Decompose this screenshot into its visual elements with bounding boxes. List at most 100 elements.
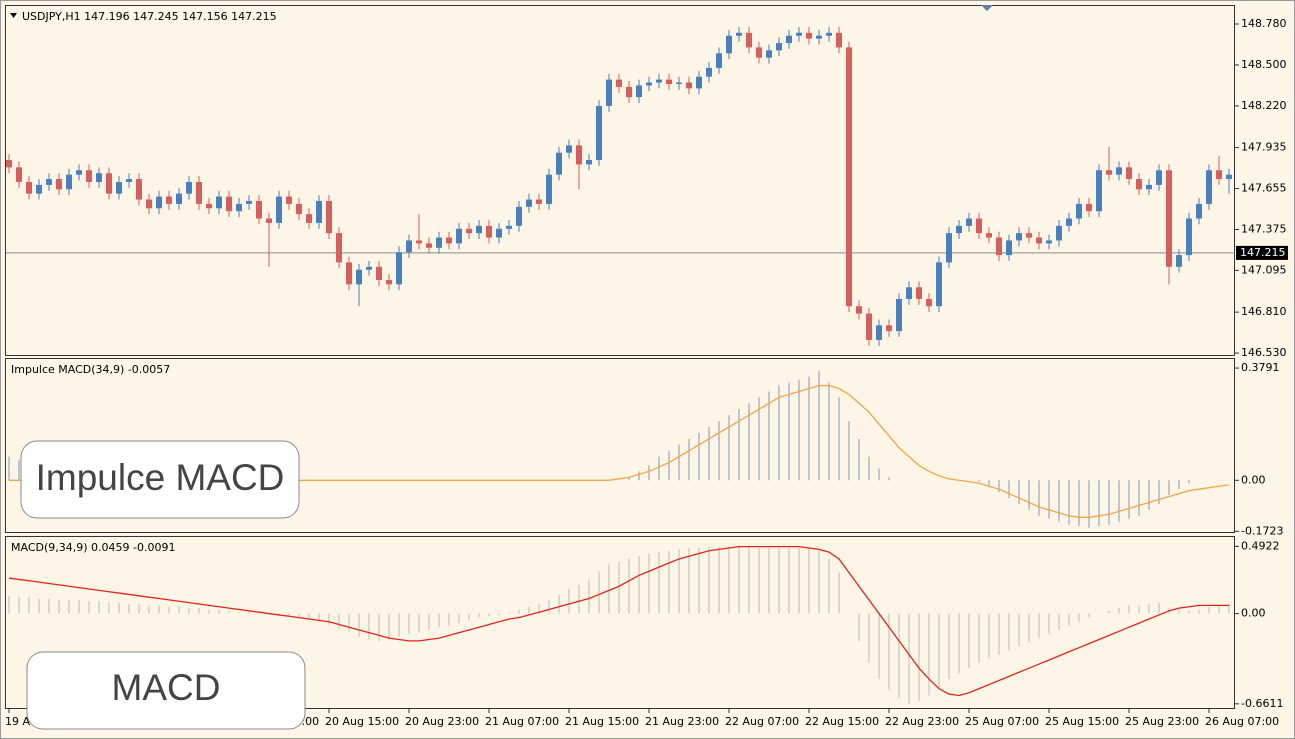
candle-body [556, 152, 562, 175]
current-price-box [1236, 245, 1288, 260]
candle-body [36, 184, 42, 194]
candle-body [1066, 218, 1072, 226]
candle-body [776, 43, 782, 51]
candle-body [536, 199, 542, 204]
candle-body [1086, 203, 1092, 212]
candle-body [486, 225, 492, 238]
y-tick-label: 0.00 [1241, 607, 1266, 620]
candle-body [356, 269, 362, 285]
candle-body [196, 181, 202, 204]
candle-body [816, 35, 822, 39]
candle-body [906, 287, 912, 299]
y-tick-label: 148.500 [1241, 58, 1287, 71]
candle-body [1076, 203, 1082, 219]
x-tick-label: 25 Aug 23:00 [1125, 715, 1199, 728]
x-tick-label: 21 Aug 23:00 [645, 715, 719, 728]
candle-body [686, 82, 692, 89]
y-tick-label: 148.780 [1241, 17, 1287, 30]
candle-body [786, 35, 792, 44]
candle-body [1156, 170, 1162, 185]
candle-body [1016, 233, 1022, 241]
candle-body [1186, 218, 1192, 256]
symbol-menu-arrow[interactable] [10, 13, 17, 18]
plot-layer: USDJPY,H1 147.196 147.245 147.156 147.21… [5, 10, 1288, 728]
candle-body [336, 233, 342, 263]
candle-body [46, 179, 52, 185]
candle-body [746, 32, 752, 48]
candle-body [476, 225, 482, 234]
candle-body [206, 203, 212, 209]
candle-body [456, 228, 462, 244]
candle-body [186, 181, 192, 194]
candle-body [1006, 240, 1012, 256]
y-tick-label: 146.810 [1241, 305, 1287, 318]
x-tick-label: 20 Aug 15:00 [325, 715, 399, 728]
candle-body [76, 170, 82, 175]
candle-body [726, 35, 732, 54]
candle-body [1226, 174, 1232, 180]
current-price-label: 147.215 [1240, 246, 1286, 259]
candle-body [96, 173, 102, 182]
candle-body [706, 67, 712, 77]
candle-body [926, 298, 932, 307]
signal-line [8, 546, 1229, 697]
candle-body [506, 225, 512, 229]
candle-body [916, 287, 922, 299]
candle-body [346, 262, 352, 285]
candle-body [566, 145, 572, 153]
pane-title: USDJPY,H1 147.196 147.245 147.156 147.21… [22, 10, 277, 23]
y-tick-label: 0.00 [1241, 473, 1266, 486]
candle-body [296, 203, 302, 215]
candle-body [16, 167, 22, 182]
candle-body [266, 218, 272, 223]
candle-body [236, 203, 242, 212]
candle-body [496, 228, 502, 238]
candle-body [986, 233, 992, 238]
y-tick-label: 146.530 [1241, 346, 1287, 359]
candle-body [876, 325, 882, 340]
candle-body [836, 32, 842, 48]
candle-body [976, 218, 982, 234]
candle-body [936, 262, 942, 307]
candle-body [136, 179, 142, 200]
candle-body [1136, 179, 1142, 190]
candle-body [26, 181, 32, 194]
candle-body [886, 325, 892, 332]
y-tick-label: 147.375 [1241, 222, 1287, 235]
candle-body [306, 214, 312, 223]
annotation: Impulce MACD [36, 457, 285, 498]
candle-body [386, 279, 392, 285]
overlay-labels: Impulce MACD MACD [20, 440, 306, 730]
candle-body [246, 200, 252, 204]
candle-body [666, 79, 672, 84]
candle-body [656, 79, 662, 83]
candle-body [606, 79, 612, 106]
x-tick-label: 22 Aug 15:00 [805, 715, 879, 728]
y-tick-label: 147.655 [1241, 182, 1287, 195]
candle-body [756, 47, 762, 58]
candle-body [286, 196, 292, 204]
candle-body [546, 174, 552, 204]
pane-title: Impulce MACD(34,9) -0.0057 [11, 363, 170, 376]
candle-body [596, 105, 602, 161]
candle-body [86, 170, 92, 182]
candle-body [696, 76, 702, 89]
price-pane [5, 5, 1235, 356]
candle-body [846, 47, 852, 307]
candle-body [316, 200, 322, 223]
candle-body [56, 179, 62, 190]
candle-body [1036, 237, 1042, 244]
candle-body [436, 237, 442, 248]
candle-body [856, 306, 862, 314]
y-tick-label: 0.4922 [1241, 539, 1280, 552]
candle-body [516, 206, 522, 226]
x-tick-label: 25 Aug 07:00 [965, 715, 1039, 728]
candle-body [636, 85, 642, 98]
candle-body [6, 160, 12, 168]
candle-body [1096, 170, 1102, 212]
candle-body [176, 193, 182, 204]
candle-body [1046, 240, 1052, 244]
candle-body [576, 145, 582, 165]
candle-body [66, 174, 72, 190]
